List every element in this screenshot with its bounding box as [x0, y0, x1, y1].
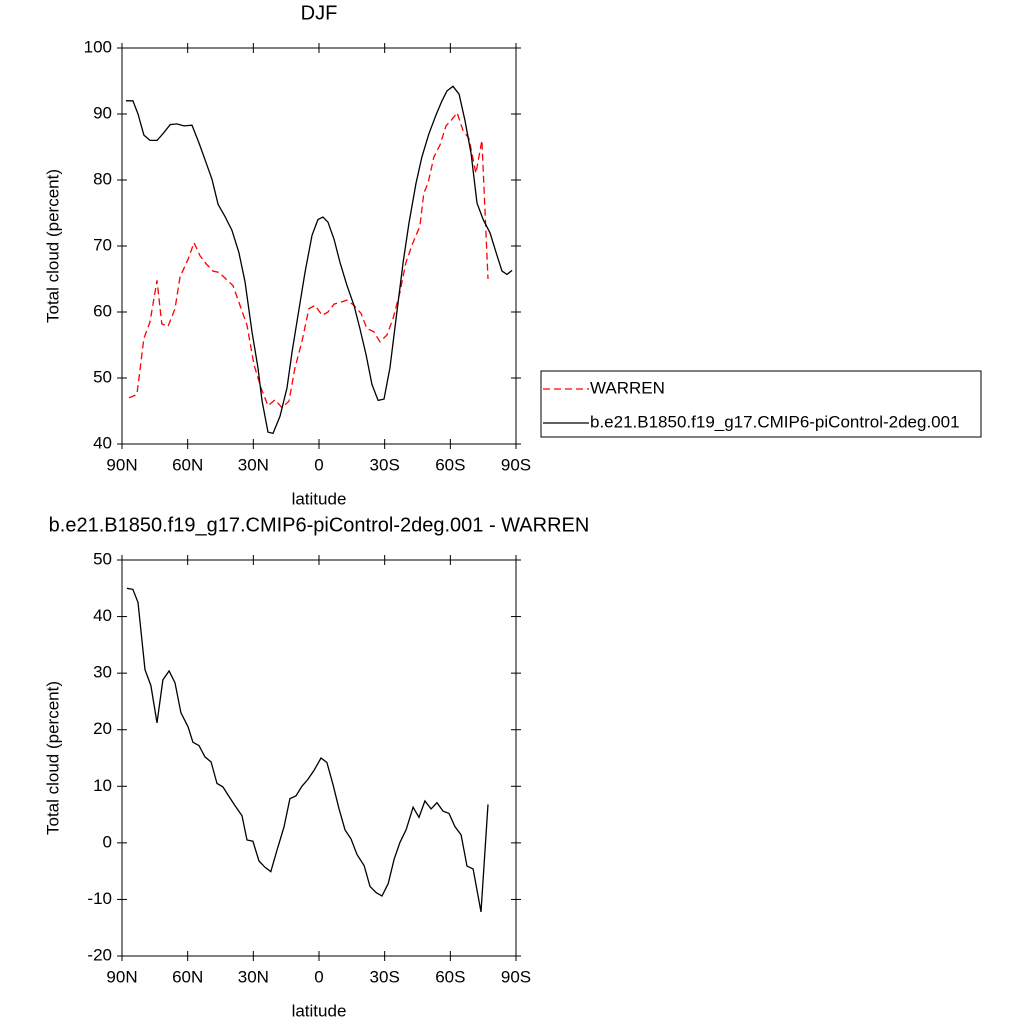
x-tick-label: 60N: [172, 455, 203, 474]
x-tick-label: 90S: [501, 967, 531, 986]
x-tick-label: 90N: [106, 455, 137, 474]
y-tick-label: -20: [87, 945, 112, 964]
y-tick-label: 60: [93, 301, 112, 320]
x-tick-label: 60S: [435, 455, 465, 474]
x-axis-label: latitude: [292, 1001, 347, 1020]
y-axis-label: Total cloud (percent): [43, 169, 62, 323]
x-tick-label: 90S: [501, 455, 531, 474]
x-axis-label: latitude: [292, 489, 347, 508]
x-tick-label: 30N: [238, 455, 269, 474]
y-tick-label: 50: [93, 367, 112, 386]
x-tick-label: 30N: [238, 967, 269, 986]
y-tick-label: 80: [93, 169, 112, 188]
plot-frame: [121, 559, 517, 957]
y-tick-label: 30: [93, 663, 112, 682]
legend: WARREN b.e21.B1850.f19_g17.CMIP6-piContro…: [540, 370, 982, 438]
x-tick-label: 0: [314, 455, 323, 474]
data-line: [126, 587, 489, 913]
y-tick-label: 10: [93, 776, 112, 795]
y-tick-label: 70: [93, 235, 112, 254]
legend-label: WARREN: [590, 378, 665, 397]
plot-frame: [121, 47, 517, 445]
chart-title: b.e21.B1850.f19_g17.CMIP6-piControl-2deg…: [49, 514, 590, 536]
x-tick-label: 60N: [172, 967, 203, 986]
chart-title: DJF: [301, 2, 338, 24]
y-tick-label: 100: [84, 37, 112, 56]
x-tick-label: 0: [314, 967, 323, 986]
x-tick-label: 90N: [106, 967, 137, 986]
legend-box: [540, 370, 982, 438]
y-tick-label: 40: [93, 606, 112, 625]
y-tick-label: 20: [93, 719, 112, 738]
x-tick-label: 30S: [370, 455, 400, 474]
y-tick-label: 0: [103, 832, 112, 851]
data-line: [128, 111, 489, 409]
y-axis-label: Total cloud (percent): [43, 681, 62, 835]
legend-label: b.e21.B1850.f19_g17.CMIP6-piControl-2deg…: [590, 412, 960, 431]
data-line: [125, 85, 513, 435]
y-tick-label: 90: [93, 103, 112, 122]
y-tick-label: 50: [93, 549, 112, 568]
y-tick-label: -10: [87, 889, 112, 908]
x-tick-label: 60S: [435, 967, 465, 986]
y-tick-label: 40: [93, 433, 112, 452]
x-tick-label: 30S: [370, 967, 400, 986]
